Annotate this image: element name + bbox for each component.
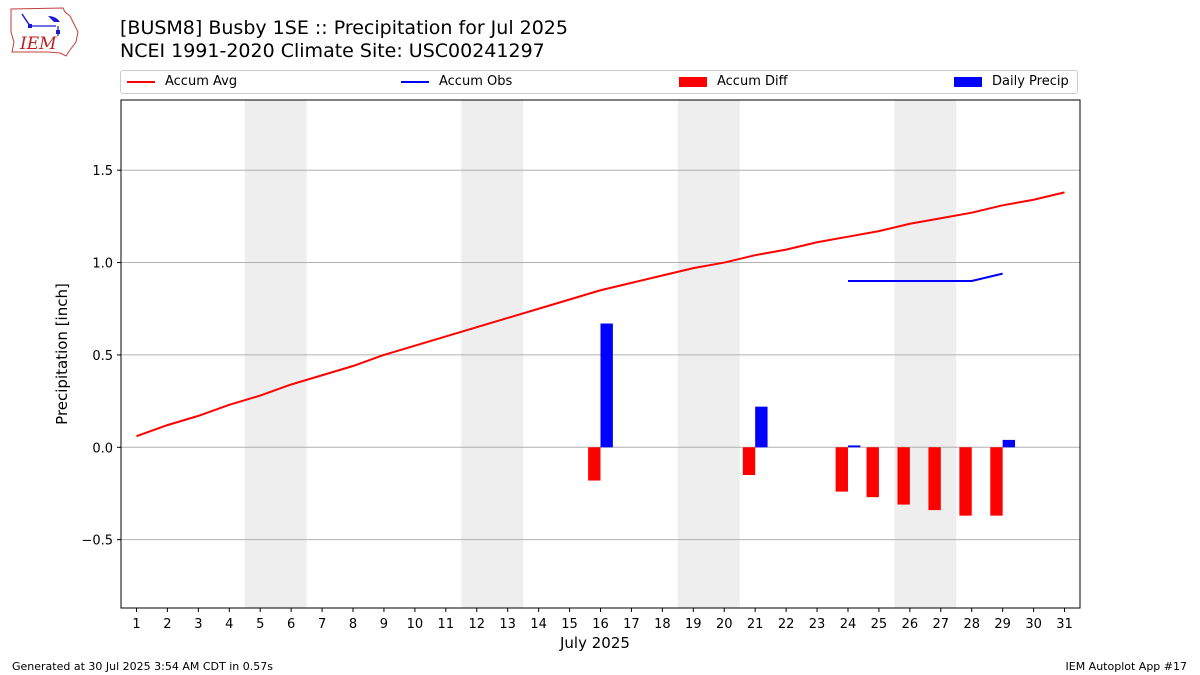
accum-diff-bar	[866, 447, 879, 498]
accum-diff-bar	[959, 447, 972, 516]
legend-swatch-accum-diff	[679, 76, 707, 87]
weekend-shade	[461, 100, 524, 608]
accum-diff-bar	[928, 447, 941, 511]
x-tick-label: 18	[654, 617, 671, 632]
daily-precip-bar	[847, 445, 861, 448]
x-tick-label: 27	[933, 617, 950, 632]
x-tick-label: 17	[623, 617, 640, 632]
x-tick-label: 5	[256, 617, 264, 632]
x-tick-label: 21	[747, 617, 764, 632]
weekend-shade	[244, 100, 307, 608]
daily-precip-bar	[1002, 439, 1016, 448]
x-tick-label: 11	[438, 617, 455, 632]
x-tick-label: 31	[1056, 617, 1073, 632]
x-tick-label: 15	[561, 617, 578, 632]
x-tick-label: 23	[809, 617, 826, 632]
y-tick-label: −0.5	[81, 534, 113, 549]
x-tick-label: 13	[499, 617, 516, 632]
x-tick-label: 20	[716, 617, 733, 632]
legend-item-accum-avg: Accum Avg	[127, 74, 237, 89]
accum-diff-bar	[897, 447, 910, 505]
y-tick-label: 0.5	[92, 349, 113, 364]
accum-diff-bar	[990, 447, 1003, 516]
iem-logo: IEM	[10, 7, 79, 57]
x-tick-label: 4	[225, 617, 233, 632]
accum-diff-bar	[588, 447, 601, 481]
accum-avg-line	[136, 191, 1065, 438]
x-tick-label: 6	[287, 617, 295, 632]
daily-precip-bar	[600, 323, 613, 448]
x-tick-label: 19	[685, 617, 702, 632]
x-tick-label: 22	[778, 617, 795, 632]
x-tick-label: 14	[530, 617, 547, 632]
x-tick-label: 7	[318, 617, 326, 632]
weekend-shade	[894, 100, 957, 608]
weekend-shade	[677, 100, 740, 608]
y-tick-label: 1.0	[92, 257, 113, 272]
legend-swatch-accum-obs	[401, 80, 429, 83]
x-tick-label: 24	[840, 617, 857, 632]
legend-item-daily-precip: Daily Precip	[954, 74, 1069, 89]
y-axis-label: Precipitation [inch]	[53, 283, 71, 425]
logo-text: IEM	[19, 34, 57, 54]
x-axis-label: July 2025	[560, 634, 630, 652]
accum-obs-line	[847, 272, 1003, 283]
x-tick-label: 28	[963, 617, 980, 632]
legend-label-accum-obs: Accum Obs	[439, 74, 513, 89]
chart-subtitle: NCEI 1991-2020 Climate Site: USC00241297	[120, 40, 545, 62]
legend-label-accum-avg: Accum Avg	[165, 74, 238, 89]
accum-diff-bar	[835, 447, 848, 492]
y-tick-label: 0.0	[92, 441, 113, 456]
legend: Accum Avg Accum Obs Accum Diff Daily Pre…	[120, 70, 1078, 94]
x-tick-label: 26	[902, 617, 919, 632]
x-tick-label: 1	[132, 617, 140, 632]
legend-label-accum-diff: Accum Diff	[717, 74, 788, 89]
y-tick-label: 1.5	[92, 164, 113, 179]
x-tick-label: 3	[194, 617, 202, 632]
plot-frame	[120, 99, 1081, 609]
x-tick-label: 12	[468, 617, 485, 632]
legend-item-accum-diff: Accum Diff	[679, 74, 788, 89]
daily-precip-bar	[755, 406, 768, 448]
x-tick-label: 25	[871, 617, 888, 632]
x-tick-label: 9	[380, 617, 388, 632]
accum-diff-bar	[742, 447, 756, 475]
x-tick-label: 2	[163, 617, 171, 632]
footer-generated: Generated at 30 Jul 2025 3:54 AM CDT in …	[12, 660, 273, 673]
legend-swatch-daily-precip	[954, 76, 982, 87]
footer-app: IEM Autoplot App #17	[1065, 660, 1188, 673]
legend-swatch-accum-avg	[127, 80, 155, 83]
x-tick-label: 10	[407, 617, 424, 632]
x-tick-label: 8	[349, 617, 357, 632]
x-tick-label: 30	[1025, 617, 1042, 632]
x-tick-label: 29	[994, 617, 1011, 632]
chart-title: [BUSM8] Busby 1SE :: Precipitation for J…	[120, 17, 568, 39]
legend-label-daily-precip: Daily Precip	[992, 74, 1069, 89]
x-tick-label: 16	[592, 617, 609, 632]
legend-item-accum-obs: Accum Obs	[401, 74, 512, 89]
